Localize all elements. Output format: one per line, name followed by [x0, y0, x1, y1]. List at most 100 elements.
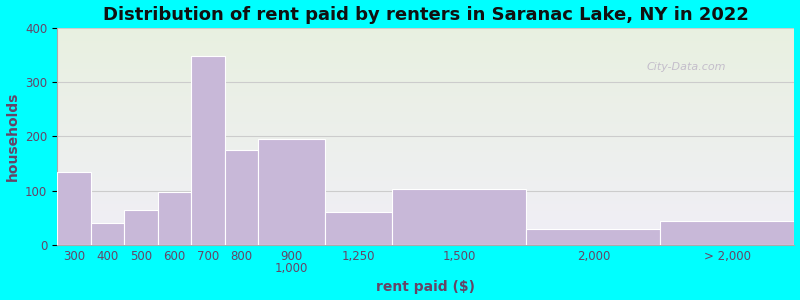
Bar — [57, 201, 794, 202]
Bar — [57, 70, 794, 71]
Bar — [57, 224, 794, 225]
Bar — [326, 212, 392, 245]
Bar — [57, 159, 794, 160]
Bar — [57, 233, 794, 234]
Bar — [57, 206, 794, 207]
Bar — [57, 141, 794, 142]
Bar — [57, 196, 794, 197]
Bar — [57, 184, 794, 185]
Bar — [57, 113, 794, 114]
Bar — [57, 90, 794, 91]
Bar — [57, 187, 794, 188]
Bar — [57, 190, 794, 191]
Y-axis label: households: households — [6, 92, 19, 181]
Bar — [158, 192, 191, 245]
Bar — [258, 139, 326, 245]
Bar — [57, 155, 794, 156]
Bar — [57, 199, 794, 200]
Bar — [57, 154, 794, 155]
Bar — [57, 54, 794, 55]
Bar — [57, 89, 794, 90]
Bar — [57, 124, 794, 125]
Bar — [57, 100, 794, 101]
Bar — [57, 203, 794, 204]
Bar — [57, 126, 794, 127]
Bar — [225, 150, 258, 245]
Bar — [57, 106, 794, 107]
Bar — [57, 161, 794, 162]
Bar — [57, 194, 794, 195]
Bar — [57, 239, 794, 240]
Bar — [57, 91, 794, 92]
Bar — [57, 226, 794, 227]
Bar — [57, 83, 794, 84]
Bar — [57, 78, 794, 79]
Bar — [57, 75, 794, 76]
Bar — [57, 146, 794, 147]
Bar — [57, 55, 794, 56]
Bar — [57, 33, 794, 34]
Bar — [57, 145, 794, 146]
Bar — [57, 183, 794, 184]
Bar — [57, 219, 794, 220]
Bar — [57, 240, 794, 241]
Bar — [57, 241, 794, 242]
Bar — [57, 59, 794, 60]
Bar — [57, 140, 794, 141]
Bar — [57, 115, 794, 116]
Bar — [57, 44, 794, 45]
Bar — [57, 81, 794, 82]
Bar — [57, 144, 794, 145]
Bar — [57, 138, 794, 139]
Bar — [57, 139, 794, 140]
Bar — [57, 225, 794, 226]
Bar — [57, 60, 794, 61]
Bar — [57, 174, 794, 175]
Bar — [57, 173, 794, 174]
Bar — [57, 108, 794, 109]
Bar — [57, 234, 794, 235]
Bar — [57, 142, 794, 143]
Bar — [57, 149, 794, 150]
Bar — [57, 29, 794, 30]
Bar — [57, 156, 794, 157]
Bar — [57, 143, 794, 144]
Bar — [57, 197, 794, 198]
Bar — [57, 53, 794, 54]
Bar — [57, 221, 794, 222]
Bar — [57, 63, 794, 64]
Bar — [57, 36, 794, 37]
Bar — [57, 177, 794, 178]
Bar — [57, 131, 794, 132]
Bar — [57, 112, 794, 113]
Bar — [57, 39, 794, 40]
Bar — [57, 168, 794, 169]
Bar — [57, 82, 794, 83]
Bar — [57, 167, 794, 168]
Bar — [57, 47, 794, 48]
Bar — [57, 213, 794, 214]
Bar — [57, 46, 794, 47]
Bar — [57, 176, 794, 177]
Bar — [57, 79, 794, 80]
Bar — [57, 127, 794, 128]
Bar — [57, 111, 794, 112]
Bar — [660, 220, 794, 245]
Bar — [57, 110, 794, 111]
Bar — [57, 229, 794, 230]
Bar — [57, 76, 794, 77]
Bar — [57, 105, 794, 106]
Bar — [57, 31, 794, 32]
Bar — [57, 117, 794, 118]
Bar — [57, 195, 794, 196]
Bar — [57, 238, 794, 239]
Bar — [57, 137, 794, 138]
Bar — [57, 166, 794, 167]
Bar — [57, 49, 794, 50]
Bar — [57, 178, 794, 179]
Bar — [57, 172, 90, 245]
Bar — [57, 32, 794, 33]
Bar — [57, 92, 794, 93]
Bar — [57, 163, 794, 164]
Bar — [57, 191, 794, 192]
